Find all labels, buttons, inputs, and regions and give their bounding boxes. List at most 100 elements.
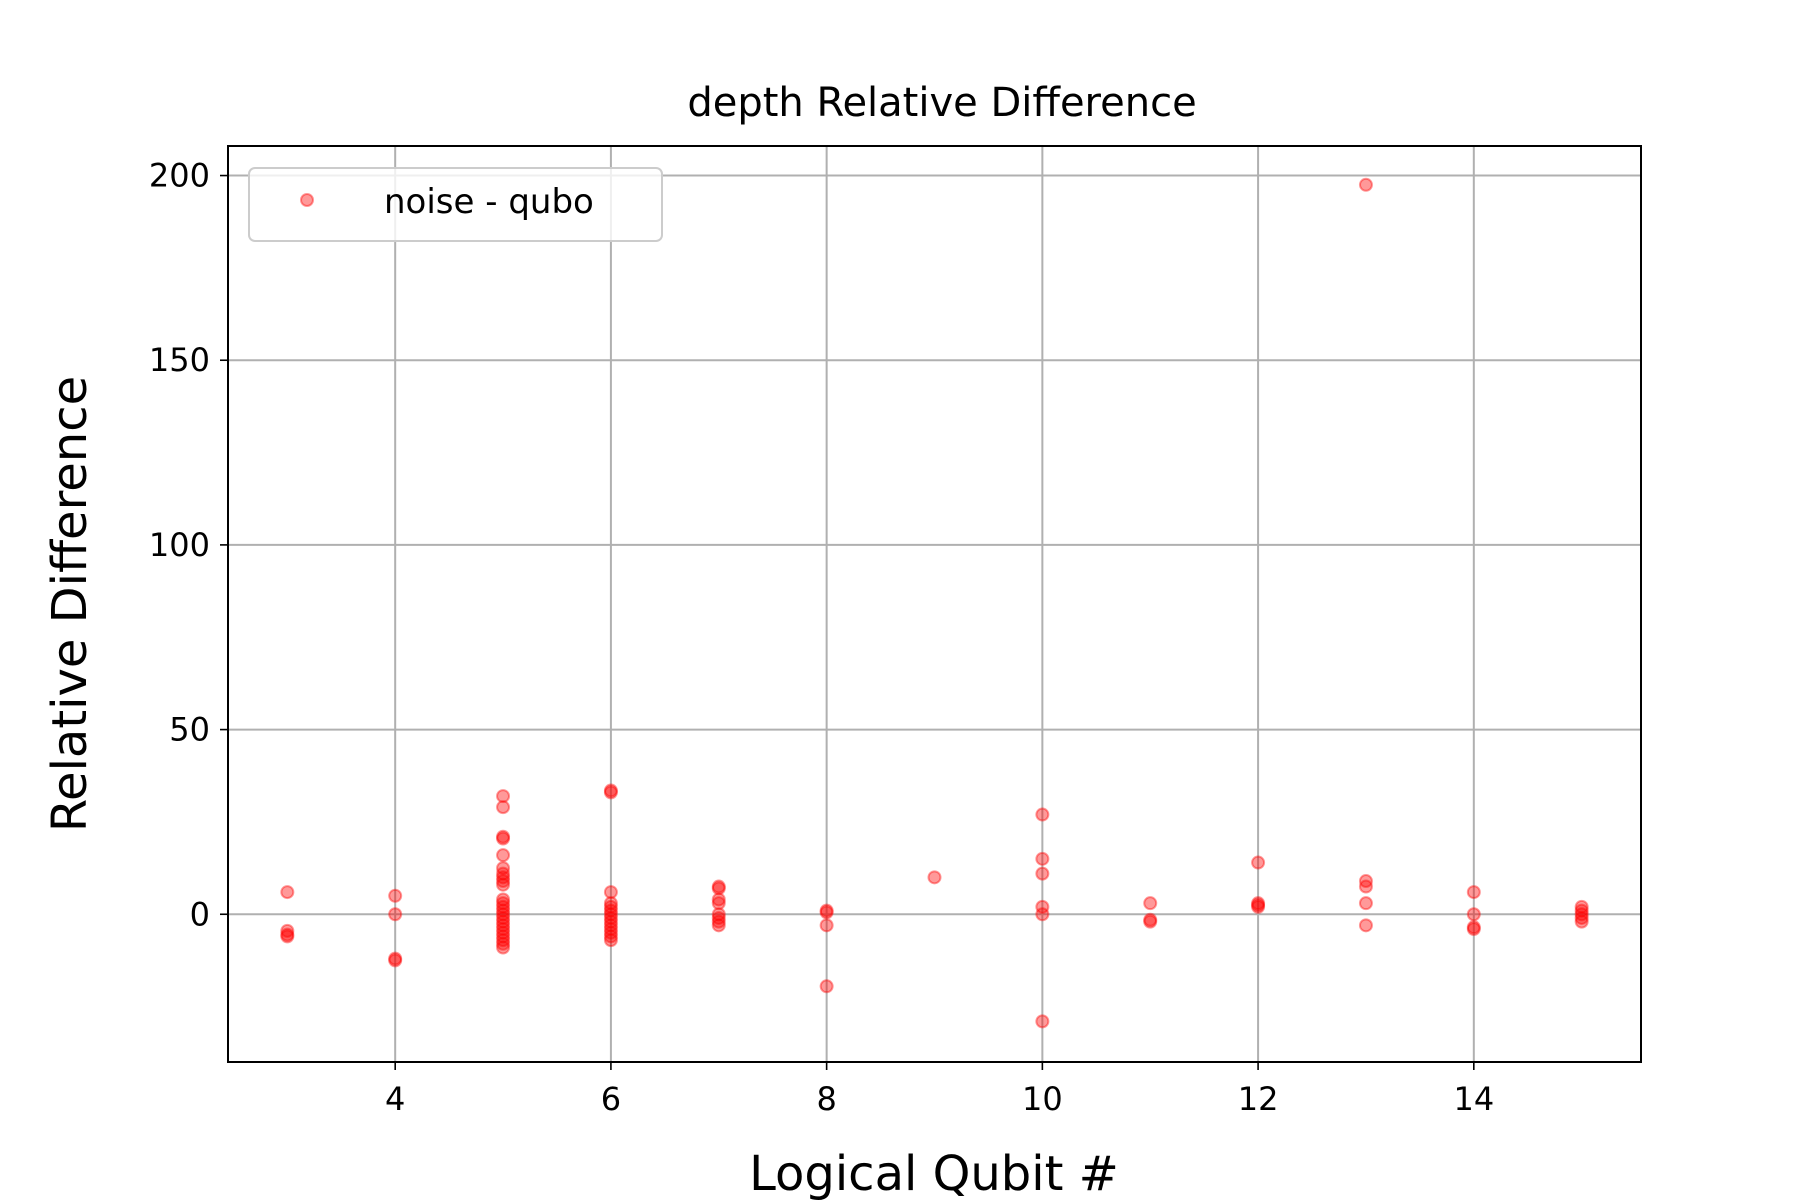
y-tick-label: 100 bbox=[149, 526, 210, 564]
data-point bbox=[1035, 807, 1050, 822]
data-point bbox=[1466, 922, 1481, 937]
data-point bbox=[496, 899, 511, 914]
data-point bbox=[1251, 896, 1266, 911]
x-tick-label: 4 bbox=[385, 1080, 405, 1118]
data-point bbox=[711, 879, 726, 894]
data-point bbox=[1143, 914, 1158, 929]
data-point bbox=[819, 979, 834, 994]
legend-label: noise - qubo bbox=[384, 182, 594, 222]
y-tick-label: 200 bbox=[149, 157, 210, 195]
data-point bbox=[1574, 907, 1589, 922]
data-point bbox=[711, 896, 726, 911]
data-point bbox=[711, 892, 726, 907]
x-tick-label: 14 bbox=[1453, 1080, 1494, 1118]
data-point bbox=[496, 829, 511, 844]
data-point bbox=[927, 870, 942, 885]
data-point bbox=[603, 922, 618, 937]
data-point bbox=[1466, 920, 1481, 935]
data-point bbox=[603, 896, 618, 911]
data-point bbox=[496, 933, 511, 948]
data-point bbox=[496, 903, 511, 918]
data-point bbox=[496, 896, 511, 911]
data-point bbox=[388, 888, 403, 903]
data-point bbox=[1358, 896, 1373, 911]
data-point bbox=[388, 907, 403, 922]
x-axis-label: Logical Qubit # bbox=[749, 1146, 1119, 1200]
y-tick-label: 150 bbox=[149, 341, 210, 379]
data-point bbox=[819, 903, 834, 918]
data-point bbox=[280, 885, 295, 900]
data-point bbox=[388, 953, 403, 968]
data-point bbox=[1251, 898, 1266, 913]
data-point bbox=[496, 925, 511, 940]
data-point bbox=[280, 927, 295, 942]
data-point bbox=[1466, 885, 1481, 900]
data-point bbox=[496, 910, 511, 925]
data-point bbox=[496, 918, 511, 933]
data-point bbox=[280, 929, 295, 944]
data-point bbox=[1035, 851, 1050, 866]
data-point bbox=[711, 881, 726, 896]
plot-area-frame bbox=[227, 145, 1642, 1063]
y-tick-label: 0 bbox=[190, 895, 210, 933]
data-point bbox=[711, 918, 726, 933]
data-point bbox=[388, 951, 403, 966]
data-point bbox=[496, 831, 511, 846]
data-point bbox=[1358, 177, 1373, 192]
data-point bbox=[496, 800, 511, 815]
data-point bbox=[496, 936, 511, 951]
data-point bbox=[603, 925, 618, 940]
x-tick-label: 10 bbox=[1022, 1080, 1063, 1118]
data-point bbox=[496, 929, 511, 944]
data-point bbox=[1358, 874, 1373, 889]
data-point bbox=[1574, 903, 1589, 918]
data-point bbox=[280, 923, 295, 938]
data-point bbox=[711, 910, 726, 925]
data-point bbox=[496, 870, 511, 885]
data-point bbox=[496, 914, 511, 929]
legend: noise - qubo bbox=[248, 167, 663, 242]
data-point bbox=[1251, 899, 1266, 914]
data-point bbox=[1035, 1014, 1050, 1029]
data-point bbox=[819, 918, 834, 933]
data-point bbox=[496, 874, 511, 889]
data-point bbox=[496, 940, 511, 955]
data-point bbox=[1574, 914, 1589, 929]
data-point bbox=[603, 914, 618, 929]
data-point bbox=[1035, 866, 1050, 881]
data-point bbox=[603, 929, 618, 944]
data-point bbox=[603, 933, 618, 948]
data-point bbox=[1035, 899, 1050, 914]
data-point bbox=[1358, 918, 1373, 933]
data-point bbox=[496, 848, 511, 863]
data-point bbox=[603, 903, 618, 918]
data-point bbox=[603, 907, 618, 922]
data-point bbox=[603, 785, 618, 800]
data-point bbox=[496, 907, 511, 922]
data-point bbox=[603, 783, 618, 798]
data-point bbox=[496, 866, 511, 881]
x-tick-label: 12 bbox=[1238, 1080, 1279, 1118]
x-tick-label: 6 bbox=[601, 1080, 621, 1118]
data-point bbox=[603, 910, 618, 925]
y-tick-label: 50 bbox=[169, 711, 210, 749]
data-point bbox=[1035, 907, 1050, 922]
data-point bbox=[711, 907, 726, 922]
x-tick-label: 8 bbox=[816, 1080, 836, 1118]
data-point bbox=[496, 789, 511, 804]
data-point bbox=[496, 861, 511, 876]
grid-lines bbox=[228, 146, 1641, 1062]
data-point bbox=[496, 877, 511, 892]
data-point bbox=[1358, 879, 1373, 894]
data-point bbox=[603, 918, 618, 933]
data-point bbox=[1143, 912, 1158, 927]
data-point bbox=[1574, 910, 1589, 925]
data-point bbox=[1251, 855, 1266, 870]
legend-box bbox=[248, 167, 663, 242]
data-point bbox=[819, 905, 834, 920]
data-point bbox=[1574, 899, 1589, 914]
data-points bbox=[280, 177, 1589, 1029]
axis-ticks: 4 6 8 10 12 14 0 50 100 150 200 bbox=[149, 157, 1494, 1118]
data-point bbox=[603, 885, 618, 900]
